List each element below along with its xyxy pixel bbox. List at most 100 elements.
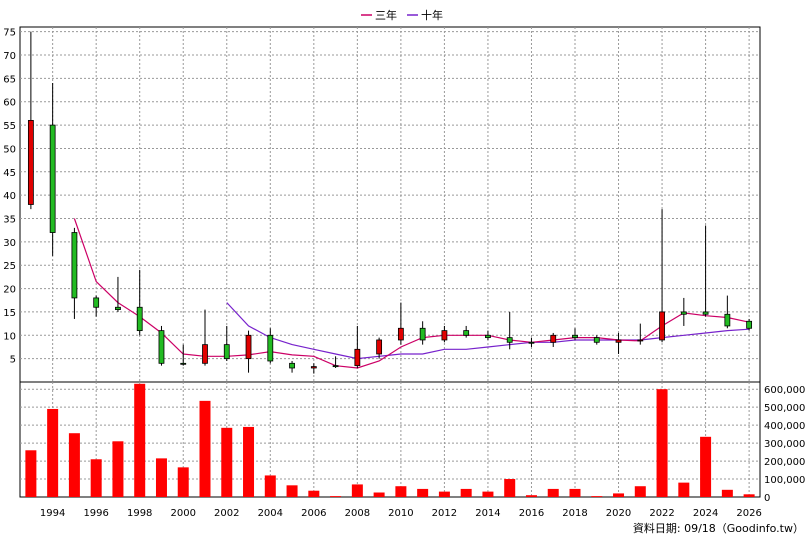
x-tick-label: 2002 — [214, 508, 239, 519]
volume-bar — [90, 459, 102, 497]
x-tick-label: 2020 — [606, 508, 631, 519]
candle — [485, 330, 491, 340]
candle — [310, 363, 317, 374]
x-tick-label: 2022 — [649, 508, 674, 519]
candle-body — [441, 330, 448, 341]
volume-bar — [700, 436, 712, 497]
candle — [180, 344, 187, 366]
candle — [27, 31, 34, 210]
candle-body — [71, 232, 78, 299]
x-axis: 1994 1996 1998 2000 2002 2004 2006 2008 2010 2012… — [40, 508, 762, 519]
ma3-line — [73, 218, 750, 369]
volume-bar — [68, 433, 80, 497]
candle — [223, 325, 230, 361]
price-tick-label: 25 — [3, 261, 16, 272]
x-tick-label: 1998 — [127, 508, 152, 519]
candle-body — [310, 366, 317, 369]
volume-bar — [308, 490, 320, 497]
candle-body — [180, 362, 187, 365]
price-tick-label: 5 — [10, 355, 16, 366]
volume-bar — [395, 486, 407, 497]
candlestick-series — [27, 31, 753, 374]
volume-bar — [743, 494, 755, 497]
price-tick-label: 20 — [3, 285, 16, 296]
price-plot-frame — [19, 26, 761, 383]
volume-bar — [330, 496, 342, 497]
candle — [267, 328, 274, 364]
volume-panel: 0 100,000 200,000 300,000 400,000 500,000 600,… — [19, 381, 805, 504]
candle-body — [615, 339, 622, 343]
candle — [93, 295, 100, 317]
candle — [637, 323, 644, 345]
volume-bar — [613, 493, 625, 497]
x-tick-label: 1994 — [40, 508, 65, 519]
volume-tick-label: 100,000 — [764, 475, 805, 486]
price-tick-label: 15 — [3, 308, 16, 319]
x-tick-label: 2008 — [345, 508, 370, 519]
volume-bar — [25, 450, 37, 497]
x-tick-label: 2026 — [736, 508, 761, 519]
candle-body — [419, 327, 426, 341]
volume-plot-frame — [19, 381, 761, 498]
candle-body — [485, 334, 491, 339]
volume-bar — [243, 426, 255, 497]
candle — [550, 332, 557, 347]
candle — [115, 276, 121, 312]
candle — [746, 318, 753, 331]
volume-bar — [438, 491, 450, 497]
volume-bar — [634, 486, 646, 497]
volume-tick-label: 300,000 — [764, 439, 805, 450]
volume-bar — [525, 495, 537, 497]
candle — [572, 328, 578, 340]
volume-bar — [547, 488, 559, 497]
candle-body — [528, 341, 535, 344]
candle — [419, 321, 426, 345]
candle-body — [332, 365, 339, 368]
candle — [397, 302, 404, 345]
candle-body — [659, 311, 665, 341]
candle — [158, 325, 165, 366]
volume-bar — [199, 400, 211, 497]
candle-body — [267, 334, 274, 362]
x-tick-label: 2016 — [519, 508, 544, 519]
candle-body — [93, 297, 100, 308]
candle — [724, 295, 731, 329]
candle — [463, 325, 470, 338]
candle-body — [289, 362, 295, 369]
volume-y-axis: 0 100,000 200,000 300,000 400,000 500,000 600,… — [764, 385, 805, 504]
candle — [289, 360, 295, 373]
candle-body — [702, 311, 709, 315]
legend: 三年 十年 — [361, 8, 443, 22]
x-tick-label: 2024 — [693, 508, 718, 519]
candle-body — [680, 311, 687, 315]
candle — [615, 332, 622, 354]
candle-body — [49, 124, 56, 233]
price-tick-label: 65 — [3, 74, 16, 85]
volume-tick-label: 500,000 — [764, 403, 805, 414]
candle — [332, 356, 339, 368]
volume-bar — [351, 484, 363, 497]
volume-bar — [264, 475, 276, 497]
x-tick-label: 2004 — [258, 508, 283, 519]
candle — [528, 337, 535, 347]
x-tick-label: 2014 — [475, 508, 500, 519]
volume-tick-label: 0 — [764, 493, 770, 504]
x-tick-label: 2010 — [388, 508, 413, 519]
volume-tick-label: 200,000 — [764, 457, 805, 468]
volume-bar — [482, 491, 494, 497]
candle — [593, 335, 600, 345]
candle — [659, 209, 665, 343]
volume-bar — [155, 458, 167, 497]
candle-body — [506, 337, 513, 343]
volume-bar — [569, 488, 581, 497]
candle-body — [115, 306, 121, 310]
candle-body — [593, 337, 600, 343]
legend-label-ma3: 三年 — [375, 8, 397, 22]
candle — [354, 325, 361, 368]
candle-body — [376, 339, 383, 355]
price-tick-label: 40 — [3, 191, 16, 202]
price-tick-label: 10 — [3, 331, 16, 342]
volume-bar — [112, 441, 124, 497]
volume-bar — [460, 488, 472, 497]
candle — [680, 297, 687, 326]
